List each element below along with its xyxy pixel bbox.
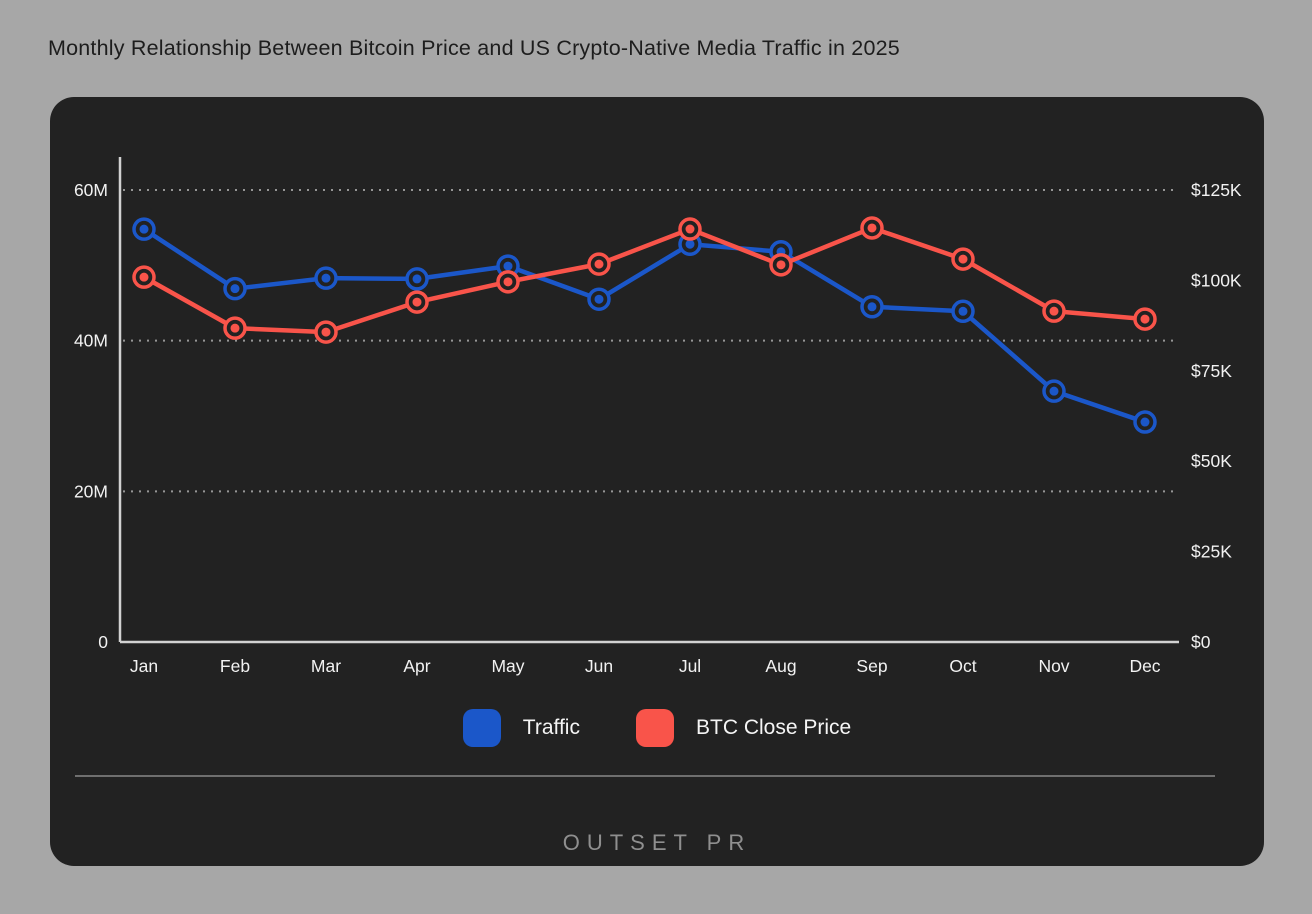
left-axis-tick-label: 40M [74, 331, 108, 351]
traffic-point-dot [321, 273, 331, 283]
x-axis-month-label: Dec [1129, 656, 1160, 676]
btc-close-price-point-dot [594, 259, 604, 269]
outset-pr-logo: OUTSET PR [562, 830, 752, 855]
right-axis-tick-label: $75K [1191, 361, 1232, 381]
traffic-point-dot [503, 261, 513, 271]
btc-close-price-point-dot [412, 297, 422, 307]
chart-card: 0 20M 40M 60M $0 $25K $50K $75K $100K $125K Jan Feb… [50, 97, 1264, 866]
traffic-point-dot [867, 302, 877, 312]
legend-item-traffic: Traffic [462, 709, 580, 747]
btc-close-price-point-dot [1140, 314, 1150, 324]
page-title: Monthly Relationship Between Bitcoin Pri… [48, 36, 900, 60]
traffic-point-dot [412, 274, 422, 284]
footer-divider [75, 775, 1215, 777]
x-axis-month-label: Sep [856, 656, 887, 676]
btc-close-price-point-dot [230, 323, 240, 333]
traffic-point-dot [230, 284, 240, 294]
x-axis-month-label: Feb [220, 656, 250, 676]
chart-legend: Traffic BTC Close Price [50, 709, 1264, 747]
traffic-line [141, 226, 1148, 425]
btc-legend-label: BTC Close Price [695, 716, 852, 739]
traffic-point-dot [1140, 417, 1150, 427]
x-axis-month-label: May [491, 656, 524, 676]
right-axis-tick-label: $25K [1191, 542, 1232, 562]
btc-legend-swatch [635, 709, 674, 747]
line-chart: 0 20M 40M 60M $0 $25K $50K $75K $100K $125K Jan Feb… [74, 157, 1242, 676]
x-axis-month-label: Oct [949, 656, 976, 676]
x-axis-month-label: Apr [403, 656, 430, 676]
traffic-point-dot [958, 306, 968, 316]
right-axis-tick-label: $50K [1191, 451, 1232, 471]
x-axis-month-label: Jan [130, 656, 158, 676]
btc-close-price-point-dot [503, 277, 513, 287]
right-axis-tick-label: $125K [1191, 180, 1242, 200]
traffic-legend-swatch [462, 709, 501, 747]
btc-close-price-point-dot [139, 272, 149, 282]
left-axis-tick-label: 20M [74, 481, 108, 501]
traffic-legend-label: Traffic [522, 716, 580, 739]
btc-close-price-point-dot [321, 327, 331, 337]
left-axis-tick-label: 0 [98, 632, 108, 652]
x-axis-month-label: Aug [765, 656, 796, 676]
traffic-point-dot [139, 224, 149, 234]
right-axis-tick-label: $0 [1191, 632, 1211, 652]
x-axis-month-label: Jun [585, 656, 613, 676]
btc-close-price-point-dot [685, 224, 695, 234]
btc-close-price-line [141, 225, 1148, 335]
x-axis-month-label: Jul [679, 656, 701, 676]
x-axis-month-label: Nov [1038, 656, 1069, 676]
left-axis-tick-label: 60M [74, 180, 108, 200]
x-axis-month-label: Mar [311, 656, 341, 676]
traffic-point-dot [685, 239, 695, 249]
traffic-point-dot [1049, 386, 1059, 396]
btc-close-price-point-dot [1049, 306, 1059, 316]
traffic-point-dot [594, 294, 604, 304]
btc-close-price-point-dot [867, 223, 877, 233]
legend-item-btc-close-price: BTC Close Price [635, 709, 852, 747]
btc-close-price-point-dot [776, 260, 786, 270]
right-axis-tick-label: $100K [1191, 270, 1242, 290]
btc-close-price-point-dot [958, 254, 968, 264]
